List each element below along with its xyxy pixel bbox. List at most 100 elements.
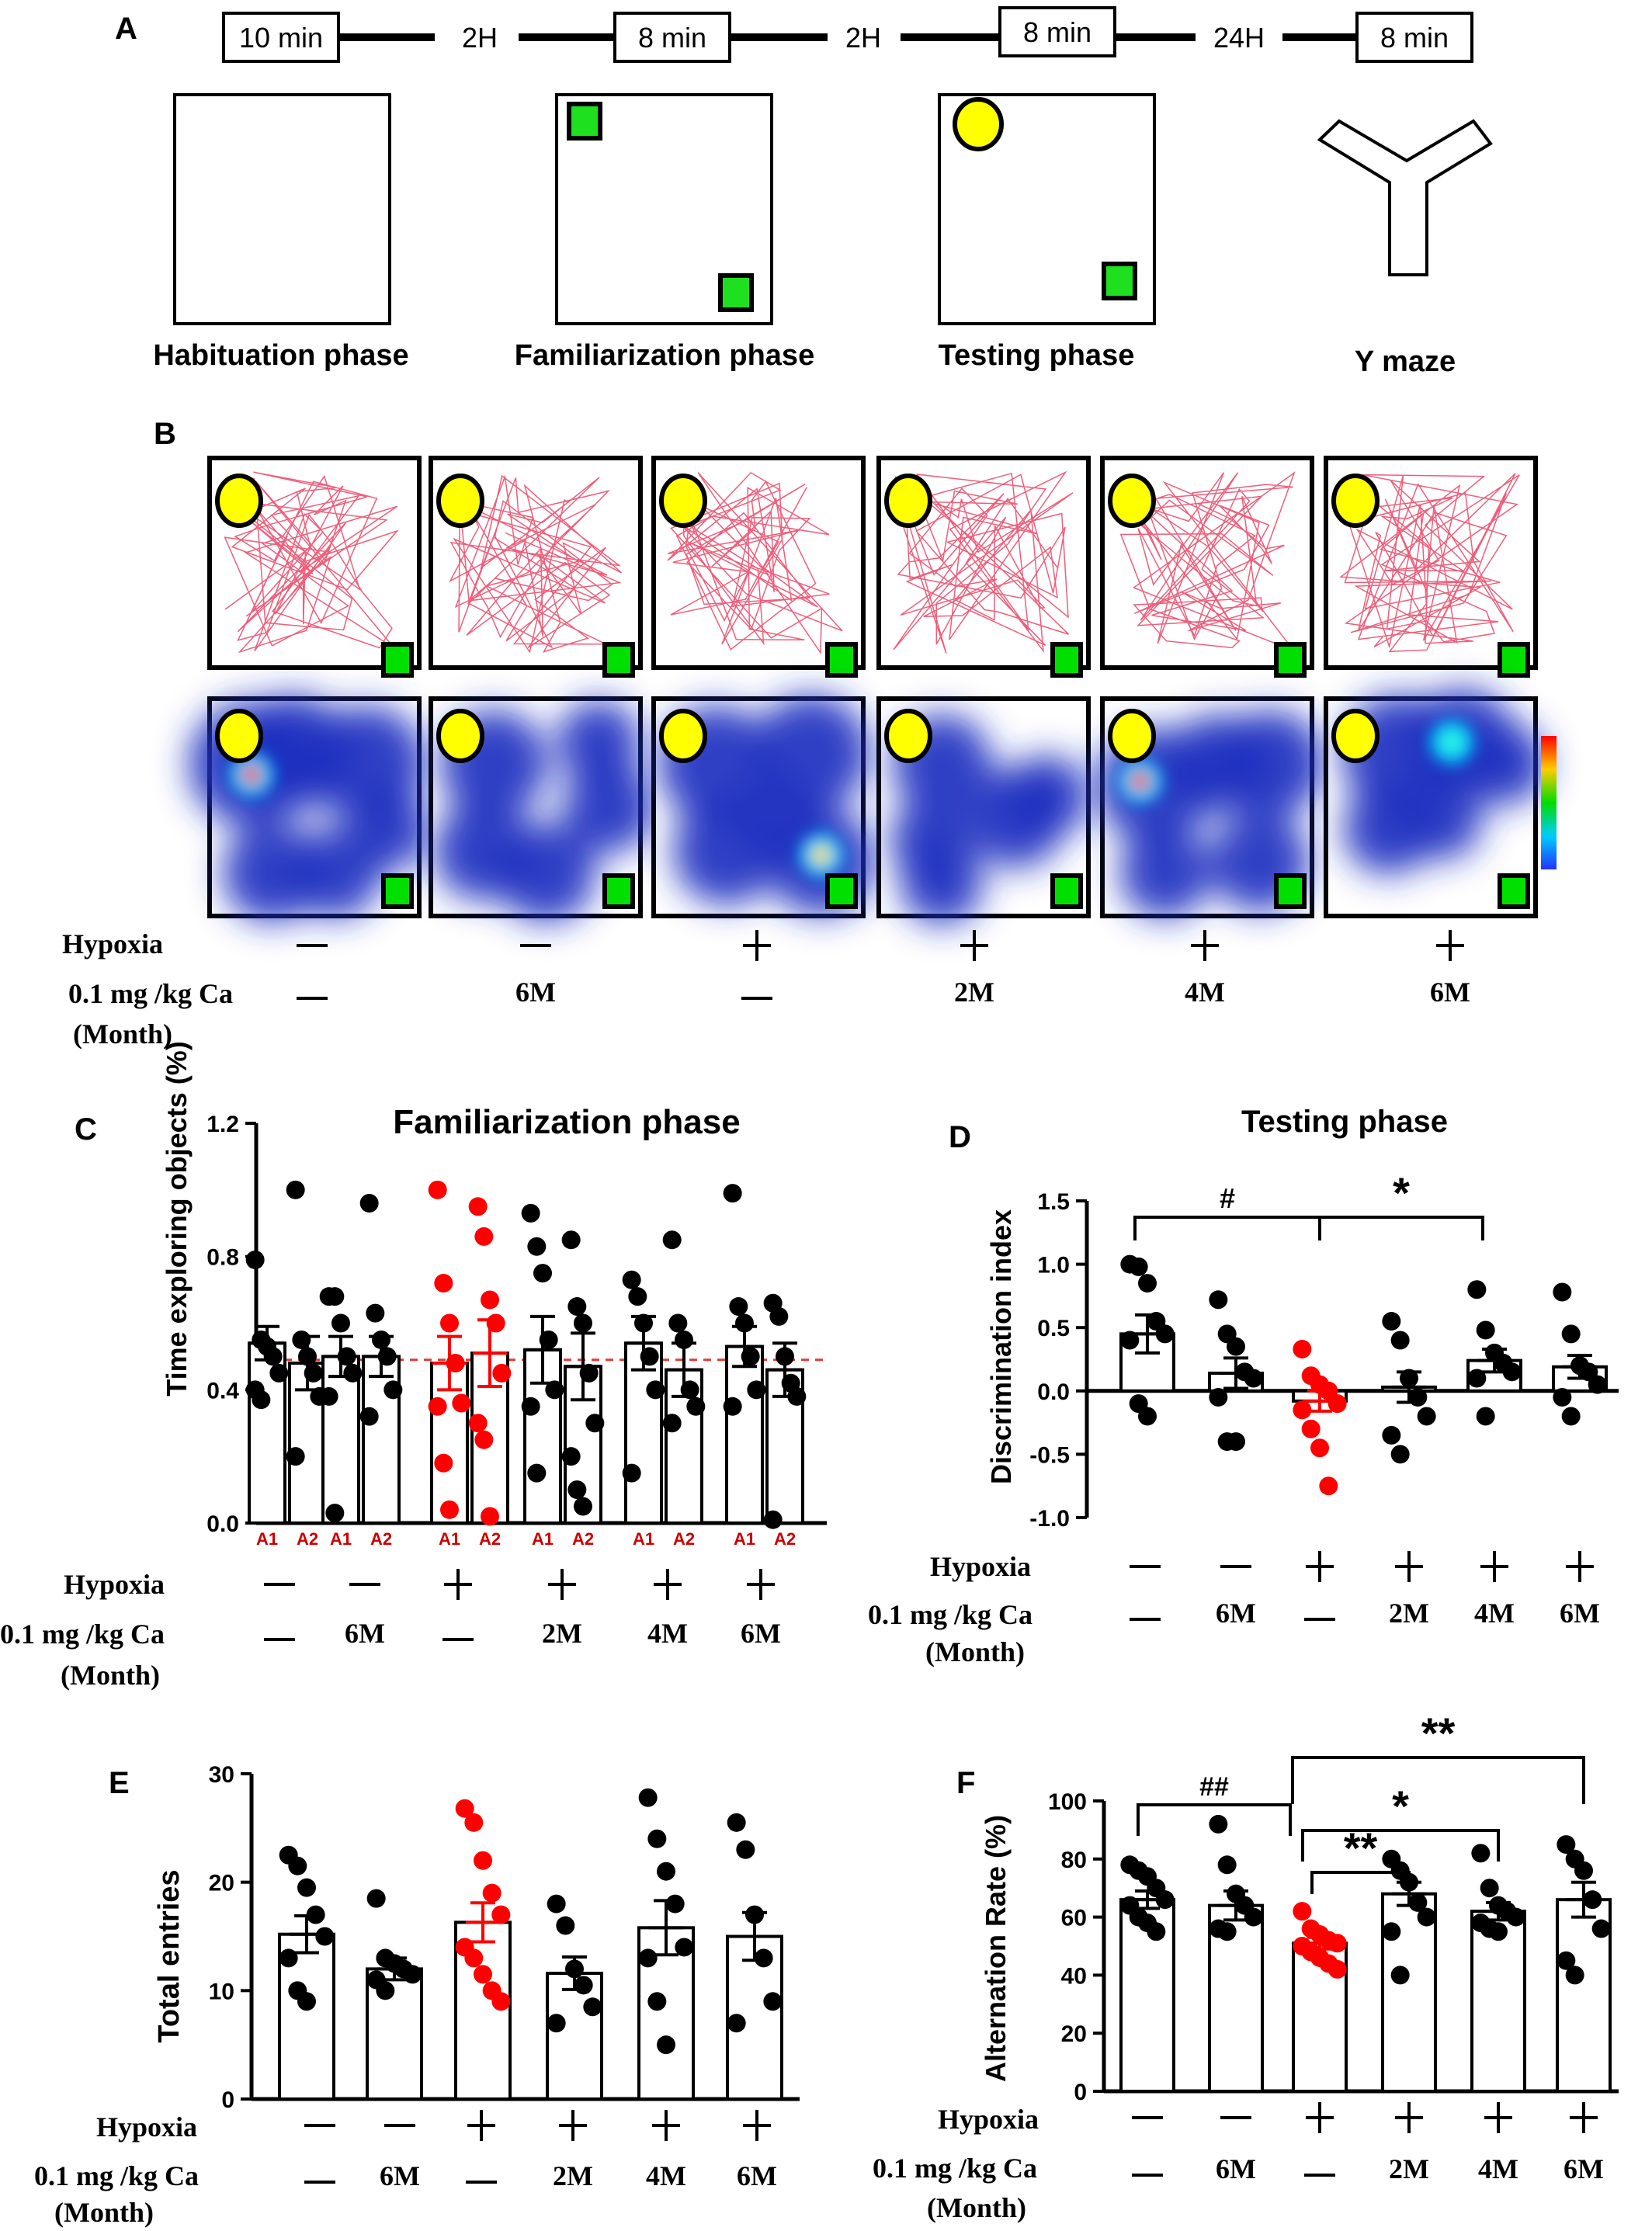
- y-axis-label: Alternation Rate (%): [980, 1815, 1012, 2082]
- data-point: [1319, 1476, 1338, 1496]
- data-point: [446, 1354, 465, 1372]
- object-label: A1: [256, 1529, 278, 1549]
- data-point: [1293, 1339, 1312, 1358]
- y-tick-label: 1.5: [1037, 1189, 1070, 1215]
- data-point: [286, 1180, 305, 1199]
- data-point: [1476, 1407, 1495, 1426]
- dose-label: 6M: [1216, 2153, 1256, 2184]
- panel-c: C Familiarization phase Time exploring o…: [0, 1041, 827, 1691]
- data-point: [1244, 1369, 1263, 1388]
- data-point: [1467, 1280, 1487, 1299]
- y-tick-label: 10: [209, 1979, 234, 2004]
- y-tick-label: 0.0: [1037, 1379, 1070, 1405]
- data-point: [474, 1227, 494, 1246]
- data-point: [452, 1393, 471, 1413]
- dose-label: 4M: [647, 1618, 688, 1649]
- density-blob: [1463, 723, 1546, 805]
- data-point: [561, 1230, 581, 1250]
- y-tick-label: 20: [209, 1871, 234, 1896]
- familiar-object-square: [567, 102, 602, 141]
- dose-label: 6M: [741, 1618, 781, 1649]
- panel-label-d: D: [949, 1120, 971, 1154]
- data-point: [585, 1414, 605, 1433]
- data-point: [315, 1927, 335, 1946]
- y-axis-label: Time exploring objects (%): [161, 1041, 193, 1396]
- object-label: A1: [734, 1529, 755, 1549]
- significance-label: *: [1392, 1782, 1409, 1830]
- panel-label-c: C: [75, 1112, 97, 1147]
- hypoxia-row-label: Hypoxia: [64, 1569, 165, 1600]
- bar: [546, 1971, 603, 2101]
- data-point: [1209, 1387, 1228, 1407]
- significance-bracket: [1137, 1803, 1292, 1836]
- data-point: [1209, 1814, 1228, 1834]
- dose-label: 6M: [1564, 2153, 1604, 2184]
- dose-label: 2M: [553, 2160, 593, 2191]
- data-point: [680, 1380, 699, 1400]
- data-point: [736, 1840, 755, 1859]
- familiar-object-square: [1050, 873, 1083, 909]
- phase-label: Y maze: [1355, 345, 1456, 378]
- hot-spot: [1430, 720, 1473, 764]
- density-blob: [738, 777, 821, 859]
- trajectory-arena: [429, 456, 643, 678]
- object-label: A1: [330, 1529, 352, 1549]
- data-point: [561, 1447, 581, 1466]
- data-point: [440, 1500, 459, 1519]
- data-point: [754, 1948, 773, 1968]
- familiar-object-square: [1274, 642, 1307, 678]
- data-point: [1467, 1369, 1487, 1388]
- dose-label: 2M: [1389, 2153, 1429, 2184]
- panel-b: B Hypoxia 0.1 mg /kg Ca (Month) 6M 2M 4M 6M: [62, 417, 1557, 1050]
- y-tick-label: 1.0: [1037, 1253, 1070, 1279]
- trajectory-path: [667, 471, 843, 655]
- object-label: A2: [479, 1529, 501, 1549]
- data-point: [1476, 1320, 1495, 1340]
- trajectory-path: [1339, 473, 1520, 653]
- familiar-object-square: [602, 873, 635, 909]
- condition-labels: 6M 2M 4M 6M: [304, 2110, 777, 2191]
- data-point: [1553, 1282, 1572, 1302]
- panel-f: F Alternation Rate (%) 0 20 40 60 80 100 ## ***…: [873, 1709, 1619, 2223]
- panel-e: E Total entries 0 10 20 30 Hypoxia 0.1 mg /…: [34, 1762, 800, 2228]
- novel-object-circle: [659, 709, 707, 763]
- data-point: [747, 1380, 766, 1400]
- data-point: [481, 1507, 499, 1526]
- object-label: A1: [633, 1529, 654, 1549]
- data-point: [640, 1347, 659, 1366]
- timeline-segment-label: 8 min: [1380, 22, 1449, 54]
- data-point: [1244, 1907, 1263, 1927]
- data-point: [622, 1270, 641, 1289]
- phase-label: Habituation phase: [153, 339, 408, 372]
- hot-spot-core: [812, 845, 831, 865]
- condition-labels: 6M 2M 4M 6M: [1132, 2102, 1604, 2184]
- dose-label: 6M: [380, 2160, 420, 2191]
- significance-label: **: [1421, 1709, 1456, 1757]
- hot-spot-core: [1442, 733, 1461, 751]
- data-point: [343, 1363, 363, 1383]
- bar: [725, 1344, 764, 1525]
- data-point: [1120, 1331, 1140, 1350]
- dose-label: 6M: [1216, 1598, 1256, 1629]
- timeline: 10 min 2H 8 min 2H 8 min 24H 8 min: [222, 6, 1473, 63]
- y-tick-label: -1.0: [1029, 1506, 1070, 1532]
- data-point: [1328, 1959, 1347, 1979]
- plot-area: -1.0 -0.5 0.0 0.5 1.0 1.5 # *: [1029, 1168, 1619, 1532]
- data-point: [279, 1948, 298, 1968]
- data-point: [1408, 1893, 1428, 1912]
- data-point: [384, 1380, 403, 1400]
- data-point: [434, 1274, 453, 1292]
- data-point: [1574, 1861, 1593, 1880]
- data-point: [1400, 1369, 1418, 1388]
- data-point: [1310, 1438, 1329, 1458]
- data-point: [723, 1184, 742, 1203]
- data-point: [1382, 1922, 1401, 1941]
- data-point: [298, 1347, 317, 1366]
- y-tick-label: 20: [1061, 2021, 1087, 2047]
- y-tick-label: 1.2: [206, 1112, 239, 1137]
- data-point: [486, 1313, 505, 1333]
- data-point: [547, 1894, 566, 1914]
- data-point: [331, 1313, 350, 1333]
